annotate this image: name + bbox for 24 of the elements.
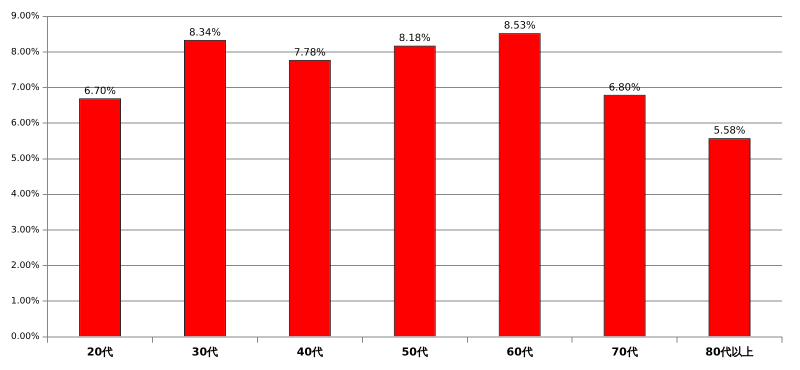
data-label: 8.53% xyxy=(504,20,536,32)
y-tick-label: 0.00% xyxy=(10,332,40,342)
x-tick-label: 20代 xyxy=(86,345,114,358)
x-tick-label: 30代 xyxy=(192,345,218,358)
x-tick-label: 70代 xyxy=(611,345,638,358)
data-label: 8.18% xyxy=(398,33,431,44)
data-label: 7.78% xyxy=(294,47,326,58)
x-tick-label: 50代 xyxy=(402,345,428,358)
y-tick-label: 1.00% xyxy=(10,296,40,307)
y-tick-label: 9.00% xyxy=(10,12,40,22)
y-tick-label: 6.00% xyxy=(10,118,40,129)
data-label: 6.70% xyxy=(84,86,116,97)
data-label: 5.58% xyxy=(714,126,746,137)
x-tick-label: 80代以上 xyxy=(705,345,754,358)
y-tick-label: 4.00% xyxy=(10,190,40,200)
y-tick-label: 8.00% xyxy=(10,47,40,58)
x-tick-label: 40代 xyxy=(296,345,324,358)
y-tick-label: 3.00% xyxy=(10,225,40,236)
y-tick-label: 5.00% xyxy=(10,154,40,164)
data-label: 8.34% xyxy=(189,27,221,38)
data-label: 6.80% xyxy=(608,82,641,94)
y-tick-label: 7.00% xyxy=(10,82,40,93)
y-tick-label: 2.00% xyxy=(10,260,40,271)
x-tick-label: 60代 xyxy=(506,345,533,358)
